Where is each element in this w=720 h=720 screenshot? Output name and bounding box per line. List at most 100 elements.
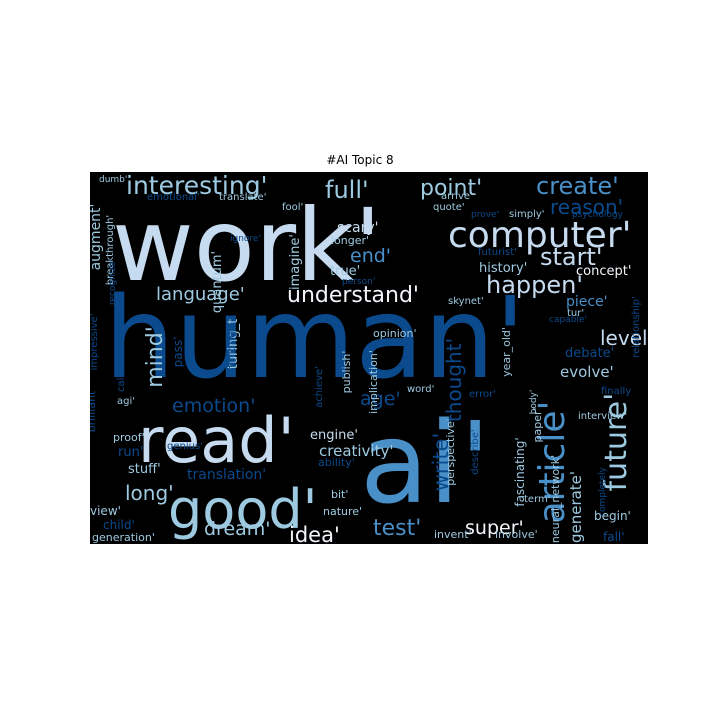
cloud-word: reason' (550, 195, 623, 219)
cloud-word: neural_network' (549, 455, 562, 543)
cloud-word: translate' (219, 192, 266, 203)
cloud-word: scary' (337, 220, 378, 236)
cloud-word: paper' (531, 407, 544, 442)
cloud-word: emotion' (172, 395, 255, 417)
cloud-word: simply' (509, 209, 545, 220)
cloud-word: quote' (433, 202, 465, 213)
cloud-word: term' (524, 494, 551, 505)
cloud-word: body' (529, 390, 539, 415)
cloud-word: dream' (204, 518, 271, 540)
cloud-word: pass' (171, 337, 185, 368)
cloud-word: long' (125, 481, 174, 505)
cloud-word: relationship' (631, 296, 642, 358)
cloud-word: create' (536, 172, 619, 200)
cloud-word: fool' (282, 202, 303, 213)
cloud-word: good' (168, 478, 317, 541)
cloud-word: future' (599, 393, 634, 492)
cloud-word: computer' (448, 215, 632, 256)
cloud-word: imagine' (288, 234, 303, 290)
cloud-word: describe' (470, 429, 481, 474)
cloud-word: agi' (117, 396, 135, 407)
cloud-word: understand' (287, 283, 419, 308)
cloud-word: super' (465, 517, 524, 539)
cloud-word: write' (429, 433, 453, 492)
cloud-word: end' (350, 245, 391, 267)
cloud-word: concept' (576, 264, 631, 279)
cloud-word: point' (420, 176, 482, 201)
cloud-word: translation' (187, 467, 266, 483)
cloud-word: person' (342, 277, 375, 287)
cloud-word: history' (479, 261, 527, 276)
cloud-word: turing_t (226, 319, 241, 369)
cloud-word: age' (360, 388, 401, 410)
cloud-word: language' (156, 284, 245, 305)
cloud-word: view' (90, 504, 121, 518)
cloud-word: dumb' (99, 175, 127, 185)
cloud-word: idea' (289, 523, 340, 544)
cloud-word: interesting' (126, 172, 267, 200)
cloud-word: test' (373, 516, 421, 541)
cloud-word: bit' (331, 488, 348, 501)
cloud-word: arrive' (441, 191, 473, 202)
cloud-word: prove' (471, 210, 499, 220)
cloud-word: read' (138, 404, 295, 477)
cloud-word: ai' (360, 399, 491, 529)
figure-title: #AI Topic 8 (326, 153, 394, 167)
cloud-word: full' (325, 176, 369, 204)
cloud-word: invent' (434, 528, 472, 541)
cloud-word: interview' (578, 411, 627, 422)
cloud-word: generation' (92, 531, 155, 544)
cloud-word: psychology (572, 210, 624, 220)
cloud-word: ability' (318, 456, 355, 469)
word-cloud-canvas: work'human'ai' read'good' computer' article… (90, 172, 648, 544)
cloud-word: completely (598, 466, 608, 517)
cloud-word: run' (118, 445, 143, 460)
cloud-word: error' (469, 389, 496, 400)
cloud-word: creativity' (319, 442, 393, 460)
cloud-word: evolve' (560, 363, 614, 381)
cloud-word: quantum' (210, 251, 225, 313)
word-cloud: work' human' ai' read' good' computer' article… (90, 172, 648, 544)
cloud-word: thinking' (225, 328, 238, 376)
cloud-word: word' (407, 384, 434, 395)
cloud-word: brilliant' (90, 388, 98, 433)
cloud-word: skynet' (448, 296, 484, 307)
cloud-word: child' (103, 518, 135, 532)
cloud-word: achieve' (314, 366, 325, 408)
cloud-word: nature' (323, 505, 362, 518)
cloud-word: emotional' (147, 192, 200, 203)
cloud-word: piece' (566, 294, 608, 310)
cloud-word: fascinating' (513, 437, 527, 506)
cloud-word: longer' (331, 234, 369, 247)
cloud-word: true' (330, 264, 360, 279)
cloud-word: begin' (594, 509, 631, 523)
cloud-word: opinion' (373, 327, 417, 340)
cloud-word: human' (104, 274, 525, 404)
cloud-word: augment' (90, 204, 104, 271)
cloud-word: impressive' (90, 314, 100, 371)
cloud-word: publish' (340, 351, 353, 394)
cloud-word: implication' (367, 350, 380, 414)
cloud-word: call' (116, 372, 127, 392)
cloud-background (90, 172, 648, 544)
cloud-word: happen' (486, 271, 583, 299)
cloud-word: fall' (603, 530, 625, 544)
cloud-word: ignore' (230, 234, 261, 244)
cloud-word: thought' (442, 338, 466, 422)
cloud-word: involve' (495, 528, 538, 541)
cloud-word: work' (112, 187, 381, 304)
cloud-word: mind' (143, 326, 168, 388)
cloud-word: breakthrough' (105, 215, 116, 285)
cloud-word: level' (600, 326, 648, 350)
cloud-word: recognize' (108, 259, 118, 305)
cloud-word: year_old' (500, 327, 513, 377)
cloud-word: article' (532, 401, 573, 524)
cloud-word: finally (601, 386, 631, 397)
cloud-word: generate' (567, 471, 585, 543)
cloud-word: start' (540, 243, 603, 271)
cloud-word: futurist' (478, 247, 517, 258)
cloud-word: genius' (167, 441, 203, 452)
cloud-word: perspective' (444, 418, 457, 485)
cloud-word: debate' (565, 346, 614, 361)
cloud-word: tur' (567, 308, 584, 319)
